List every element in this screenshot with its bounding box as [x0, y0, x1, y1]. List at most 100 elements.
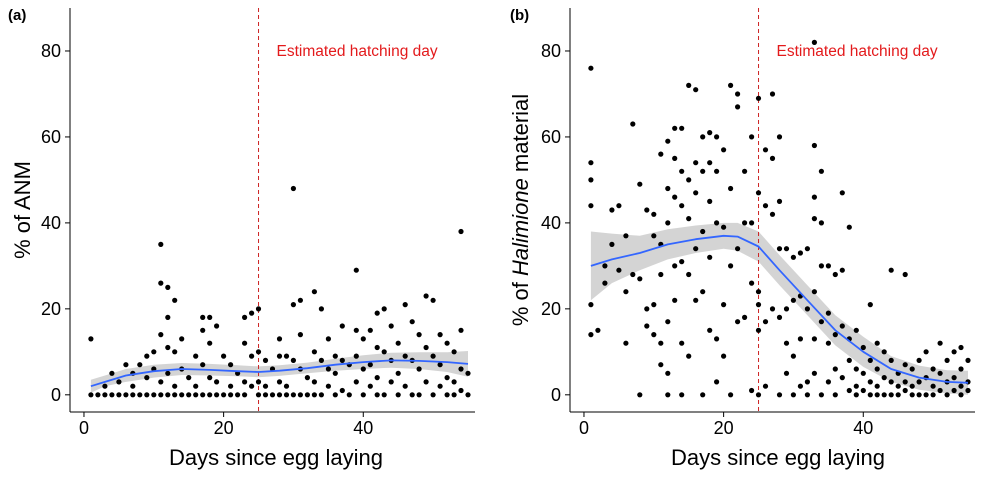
panel-a-data-point [207, 340, 213, 346]
panel-b-y-title-part: material [508, 94, 533, 178]
panel-a-y-tick-label: 40 [41, 213, 61, 233]
panel-a-data-point [262, 383, 269, 389]
panel-b-data-point [700, 134, 706, 140]
panel-b-data-point [825, 310, 832, 316]
panel-b-data-point [853, 366, 859, 372]
panel-b-data-point [825, 379, 832, 385]
panel-a-data-point [304, 375, 310, 381]
panel-a-data-point [332, 370, 338, 376]
panel-b-data-point [623, 340, 629, 346]
panel-b-data-point [958, 344, 964, 351]
panel-a-data-point [297, 297, 303, 303]
panel-a-data-point [444, 340, 450, 346]
panel-b-data-point [853, 327, 859, 333]
panel-b-data-point [679, 259, 685, 265]
panel-a-data-point [437, 362, 443, 368]
panel-b-data-point [811, 142, 818, 149]
panel-b-data-point [811, 194, 818, 200]
panel-b-data-point [755, 95, 762, 101]
panel-a-data-point [249, 353, 255, 359]
panel-a-data-point [395, 392, 401, 398]
panel-a-data-point [318, 357, 324, 363]
panel-a-data-point [388, 323, 394, 329]
panel-b-data-point [937, 340, 943, 346]
panel-b-y-tick-label: 0 [551, 385, 561, 405]
panel-b-data-point [958, 383, 964, 389]
panel-a-data-point [116, 392, 122, 398]
panel-a-data-point [339, 387, 345, 394]
panel-b-data-point [776, 246, 783, 252]
panel-b-data-point [693, 297, 699, 303]
panel-b-data-point [623, 289, 629, 295]
panel-b-data-point [825, 263, 832, 269]
panel-a-x-tick-label: 40 [353, 418, 373, 438]
panel-b-y-tick-label: 40 [541, 213, 561, 233]
panel-b-data-point [679, 392, 685, 398]
panel-b-data-point [658, 151, 664, 157]
panel-a-data-point [374, 392, 380, 398]
panel-a-y-title-part: % of ANM [10, 161, 35, 259]
panel-a-data-point [360, 336, 366, 342]
panel-b-data-point [958, 366, 964, 372]
panel-b-data-point [860, 387, 866, 394]
panel-b-data-point [651, 211, 657, 217]
panel-b-data-point [776, 198, 783, 204]
panel-b-data-point [930, 366, 936, 372]
panel-a-data-point [158, 280, 164, 286]
panel-b-data-point [735, 91, 741, 97]
panel-a-data-point [353, 353, 359, 359]
panel-a-data-point [304, 392, 310, 398]
panel-a-data-point [95, 392, 101, 398]
panel-a-data-point [214, 392, 220, 398]
panel-b-data-point [623, 233, 629, 239]
panel-a-data-point [214, 323, 220, 329]
panel-b-data-point [874, 340, 880, 346]
panel-b-data-point [937, 387, 943, 394]
panel-b-data-point [749, 134, 755, 140]
panel-b-data-point [944, 392, 950, 398]
panel-a-data-point [262, 392, 269, 398]
panel-a-data-point [283, 392, 290, 398]
panel-b-data-point [888, 379, 894, 385]
panel-b-data-point [874, 383, 880, 389]
panel-b-data-point [923, 392, 929, 398]
panel-a-data-point [228, 392, 234, 398]
panel-b-data-point [965, 357, 971, 363]
panel-b-data-point [686, 82, 692, 88]
panel-b-data-point [707, 160, 713, 166]
panel-b-data-point [665, 370, 671, 376]
panel-b-data-point [602, 280, 608, 286]
panel-a-data-point [353, 267, 359, 273]
panel-b-data-point [755, 190, 762, 196]
panel-a-data-point [381, 392, 387, 398]
panel-a-data-point [158, 332, 164, 338]
panel-b-data-point [735, 246, 741, 252]
panel-b-y-tick-label: 80 [541, 41, 561, 61]
panel-b-data-point [665, 319, 671, 325]
panel-a-data-point [374, 344, 380, 351]
panel-b-data-point [637, 181, 643, 187]
panel-b-data-point [818, 220, 825, 226]
panel-b-data-point [811, 289, 818, 295]
panel-b-data-point [679, 125, 685, 131]
panel-b-data-point [714, 336, 720, 342]
panel-a-data-point [151, 392, 157, 398]
panel-b-data-point [832, 392, 838, 398]
panel-a-data-point [158, 379, 164, 385]
panel-a-data-point [255, 392, 262, 398]
panel-b-data-point [693, 190, 699, 196]
panel-b-data-point [916, 357, 922, 363]
panel-a-data-point [200, 362, 206, 368]
panel-b-data-point [804, 306, 811, 312]
panel-a-data-point [130, 392, 136, 398]
panel-b-data-point [595, 327, 601, 333]
panel-b-data-point [651, 302, 657, 308]
panel-a-smooth-line [90, 359, 469, 388]
panel-b-y-tick-label: 20 [541, 299, 561, 319]
panel-b-data-point [895, 392, 901, 398]
panel-a-data-point [416, 392, 422, 398]
panel-b-data-point [839, 190, 845, 196]
panel-b-data-point [755, 327, 762, 333]
panel-b-data-point [735, 104, 741, 110]
